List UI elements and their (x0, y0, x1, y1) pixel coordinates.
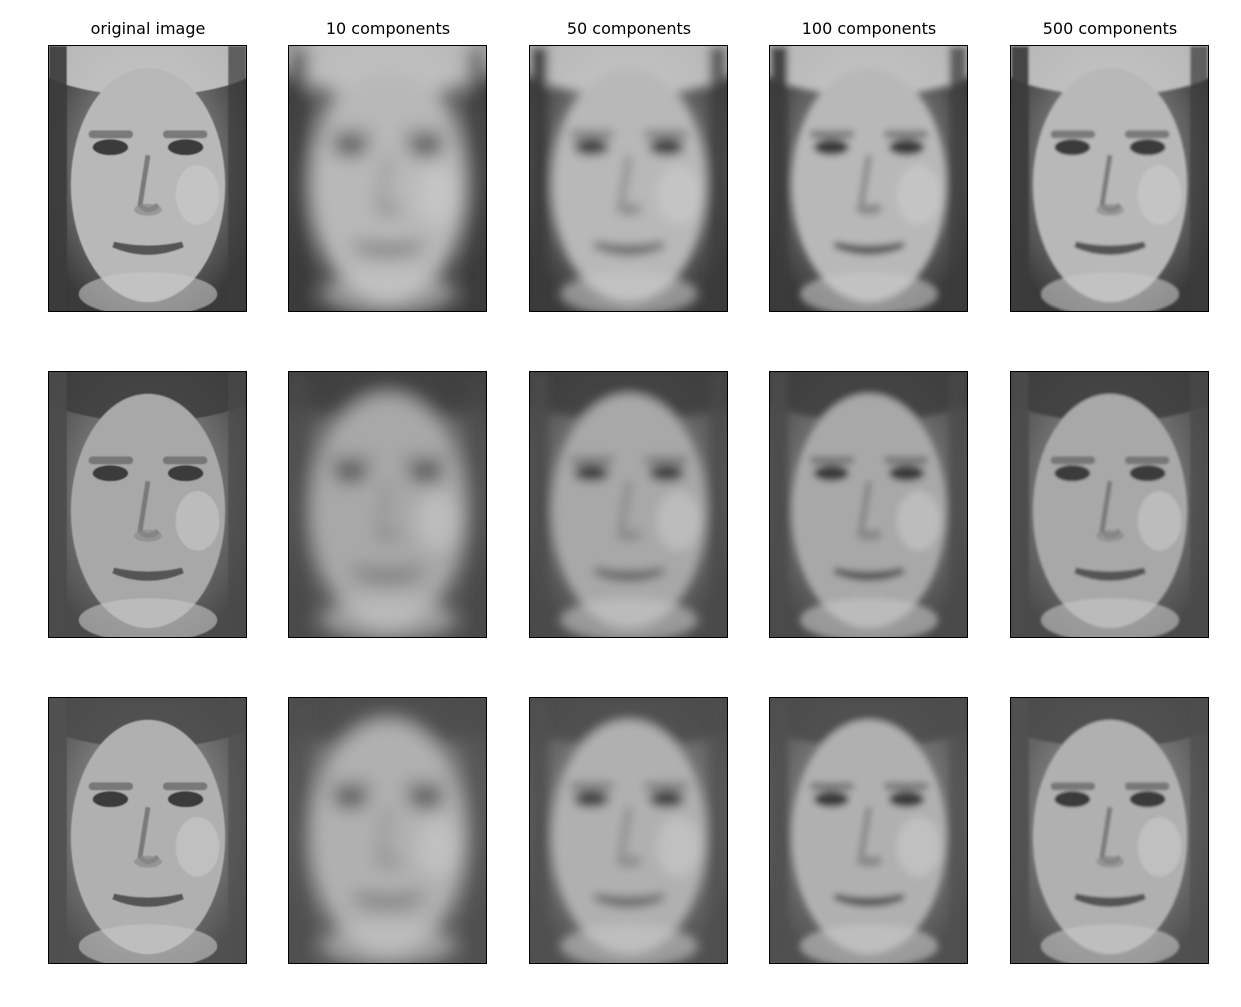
face-panel (288, 45, 487, 312)
face-panel (48, 697, 247, 964)
column-title-50-components: 50 components (566, 19, 692, 38)
face-image (770, 46, 967, 311)
face-image (289, 698, 486, 963)
column-title-500-components: 500 components (1042, 19, 1178, 38)
face-panel (48, 45, 247, 312)
column-title-10-components: 10 components (325, 19, 451, 38)
column-title-100-components: 100 components (801, 19, 937, 38)
face-image (770, 698, 967, 963)
face-image (1011, 698, 1208, 963)
face-image (1011, 372, 1208, 637)
face-image (1011, 46, 1208, 311)
face-panel (529, 371, 728, 638)
face-panel (288, 371, 487, 638)
face-image (770, 372, 967, 637)
face-image (530, 46, 727, 311)
face-image (49, 46, 246, 311)
face-panel (769, 697, 968, 964)
face-panel (1010, 45, 1209, 312)
face-panel (529, 45, 728, 312)
face-image (289, 46, 486, 311)
face-panel (288, 697, 487, 964)
face-image (530, 698, 727, 963)
face-panel (48, 371, 247, 638)
face-panel (769, 371, 968, 638)
face-image (49, 372, 246, 637)
face-image (49, 698, 246, 963)
face-panel (769, 45, 968, 312)
column-title-original-image: original image (90, 19, 206, 38)
face-panel (529, 697, 728, 964)
face-image (289, 372, 486, 637)
face-image (530, 372, 727, 637)
face-panel (1010, 371, 1209, 638)
face-panel (1010, 697, 1209, 964)
